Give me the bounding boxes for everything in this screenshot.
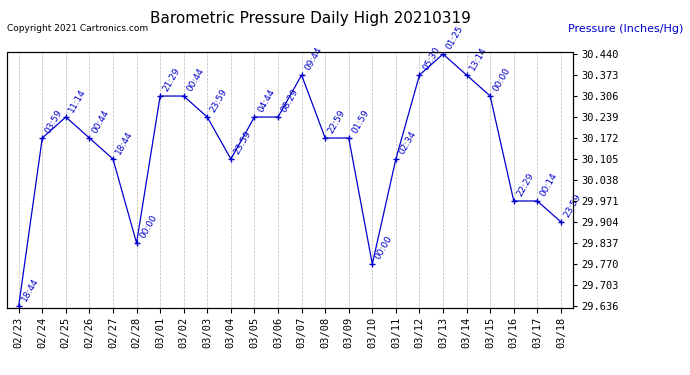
Text: 11:14: 11:14 [67, 87, 88, 114]
Text: 00:00: 00:00 [491, 66, 512, 93]
Text: 22:59: 22:59 [326, 108, 347, 135]
Text: 23:59: 23:59 [233, 129, 253, 156]
Text: 23:59: 23:59 [562, 192, 583, 219]
Text: 09:44: 09:44 [303, 46, 324, 72]
Text: 01:59: 01:59 [350, 108, 371, 135]
Text: 18:44: 18:44 [115, 129, 135, 156]
Text: 00:44: 00:44 [91, 108, 111, 135]
Text: 02:34: 02:34 [397, 129, 418, 156]
Text: 00:44: 00:44 [185, 67, 206, 93]
Text: Pressure (Inches/Hg): Pressure (Inches/Hg) [568, 24, 683, 34]
Text: 00:00: 00:00 [374, 234, 395, 261]
Text: Copyright 2021 Cartronics.com: Copyright 2021 Cartronics.com [7, 24, 148, 33]
Text: 18:44: 18:44 [20, 276, 41, 303]
Text: 23:59: 23:59 [208, 87, 229, 114]
Text: 05:30: 05:30 [421, 45, 442, 72]
Text: 21:29: 21:29 [161, 67, 182, 93]
Text: 04:44: 04:44 [256, 88, 277, 114]
Text: 00:00: 00:00 [138, 213, 159, 240]
Text: 13:14: 13:14 [468, 45, 489, 72]
Text: 03:59: 03:59 [43, 108, 64, 135]
Text: 00:14: 00:14 [539, 171, 560, 198]
Text: Barometric Pressure Daily High 20210319: Barometric Pressure Daily High 20210319 [150, 11, 471, 26]
Text: 01:25: 01:25 [444, 24, 465, 51]
Text: 22:29: 22:29 [515, 172, 535, 198]
Text: 08:29: 08:29 [279, 87, 300, 114]
